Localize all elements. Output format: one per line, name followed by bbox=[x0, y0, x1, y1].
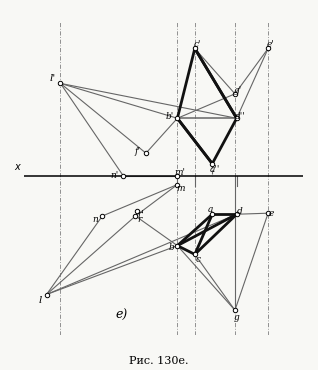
Text: е): е) bbox=[115, 309, 128, 322]
Text: Рис. 130е.: Рис. 130е. bbox=[129, 356, 189, 366]
Text: l: l bbox=[38, 296, 42, 305]
Text: e: e bbox=[269, 209, 274, 218]
Text: d'': d'' bbox=[235, 112, 245, 121]
Text: x: x bbox=[15, 162, 20, 172]
Text: r: r bbox=[137, 215, 141, 224]
Text: a: a bbox=[208, 205, 213, 213]
Text: l': l' bbox=[50, 74, 56, 83]
Text: g': g' bbox=[234, 86, 242, 95]
Text: g: g bbox=[234, 313, 239, 322]
Text: m: m bbox=[176, 184, 184, 193]
Text: c': c' bbox=[194, 40, 201, 50]
Text: r': r' bbox=[137, 210, 144, 219]
Text: c: c bbox=[195, 255, 200, 264]
Text: b': b' bbox=[166, 112, 174, 121]
Text: d: d bbox=[237, 207, 243, 216]
Text: n: n bbox=[93, 215, 98, 224]
Text: n': n' bbox=[110, 171, 119, 180]
Text: e': e' bbox=[267, 40, 275, 50]
Text: m': m' bbox=[175, 168, 186, 177]
Text: f': f' bbox=[134, 147, 140, 156]
Text: a'': a'' bbox=[210, 165, 220, 174]
Text: b: b bbox=[168, 243, 174, 252]
